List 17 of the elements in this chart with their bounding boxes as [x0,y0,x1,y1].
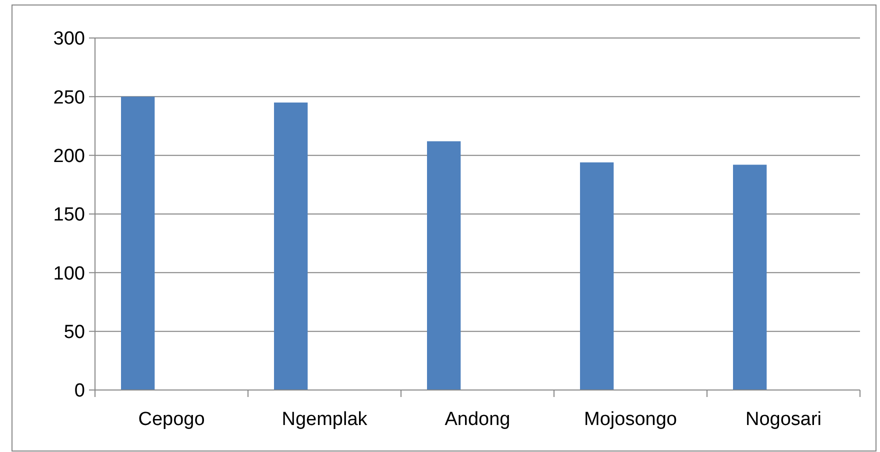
y-tick-label: 0 [74,380,85,402]
y-tick-label: 300 [53,28,85,50]
y-tick-label: 200 [53,146,85,167]
y-tick-label: 100 [53,263,85,284]
x-tick-label: Nogosari [745,409,822,430]
x-tick-label: Ngemplak [282,409,368,430]
y-tick-label: 250 [53,87,85,108]
x-tick-label: Cepogo [138,409,205,430]
bar [274,102,308,390]
bar [733,164,767,390]
bar [580,162,614,390]
x-tick-label: Mojosongo [584,409,677,430]
x-tick-label: Andong [444,409,510,430]
y-tick-label: 150 [53,204,85,226]
bar [121,96,155,390]
bar [427,141,461,390]
y-tick-label: 50 [64,322,85,343]
